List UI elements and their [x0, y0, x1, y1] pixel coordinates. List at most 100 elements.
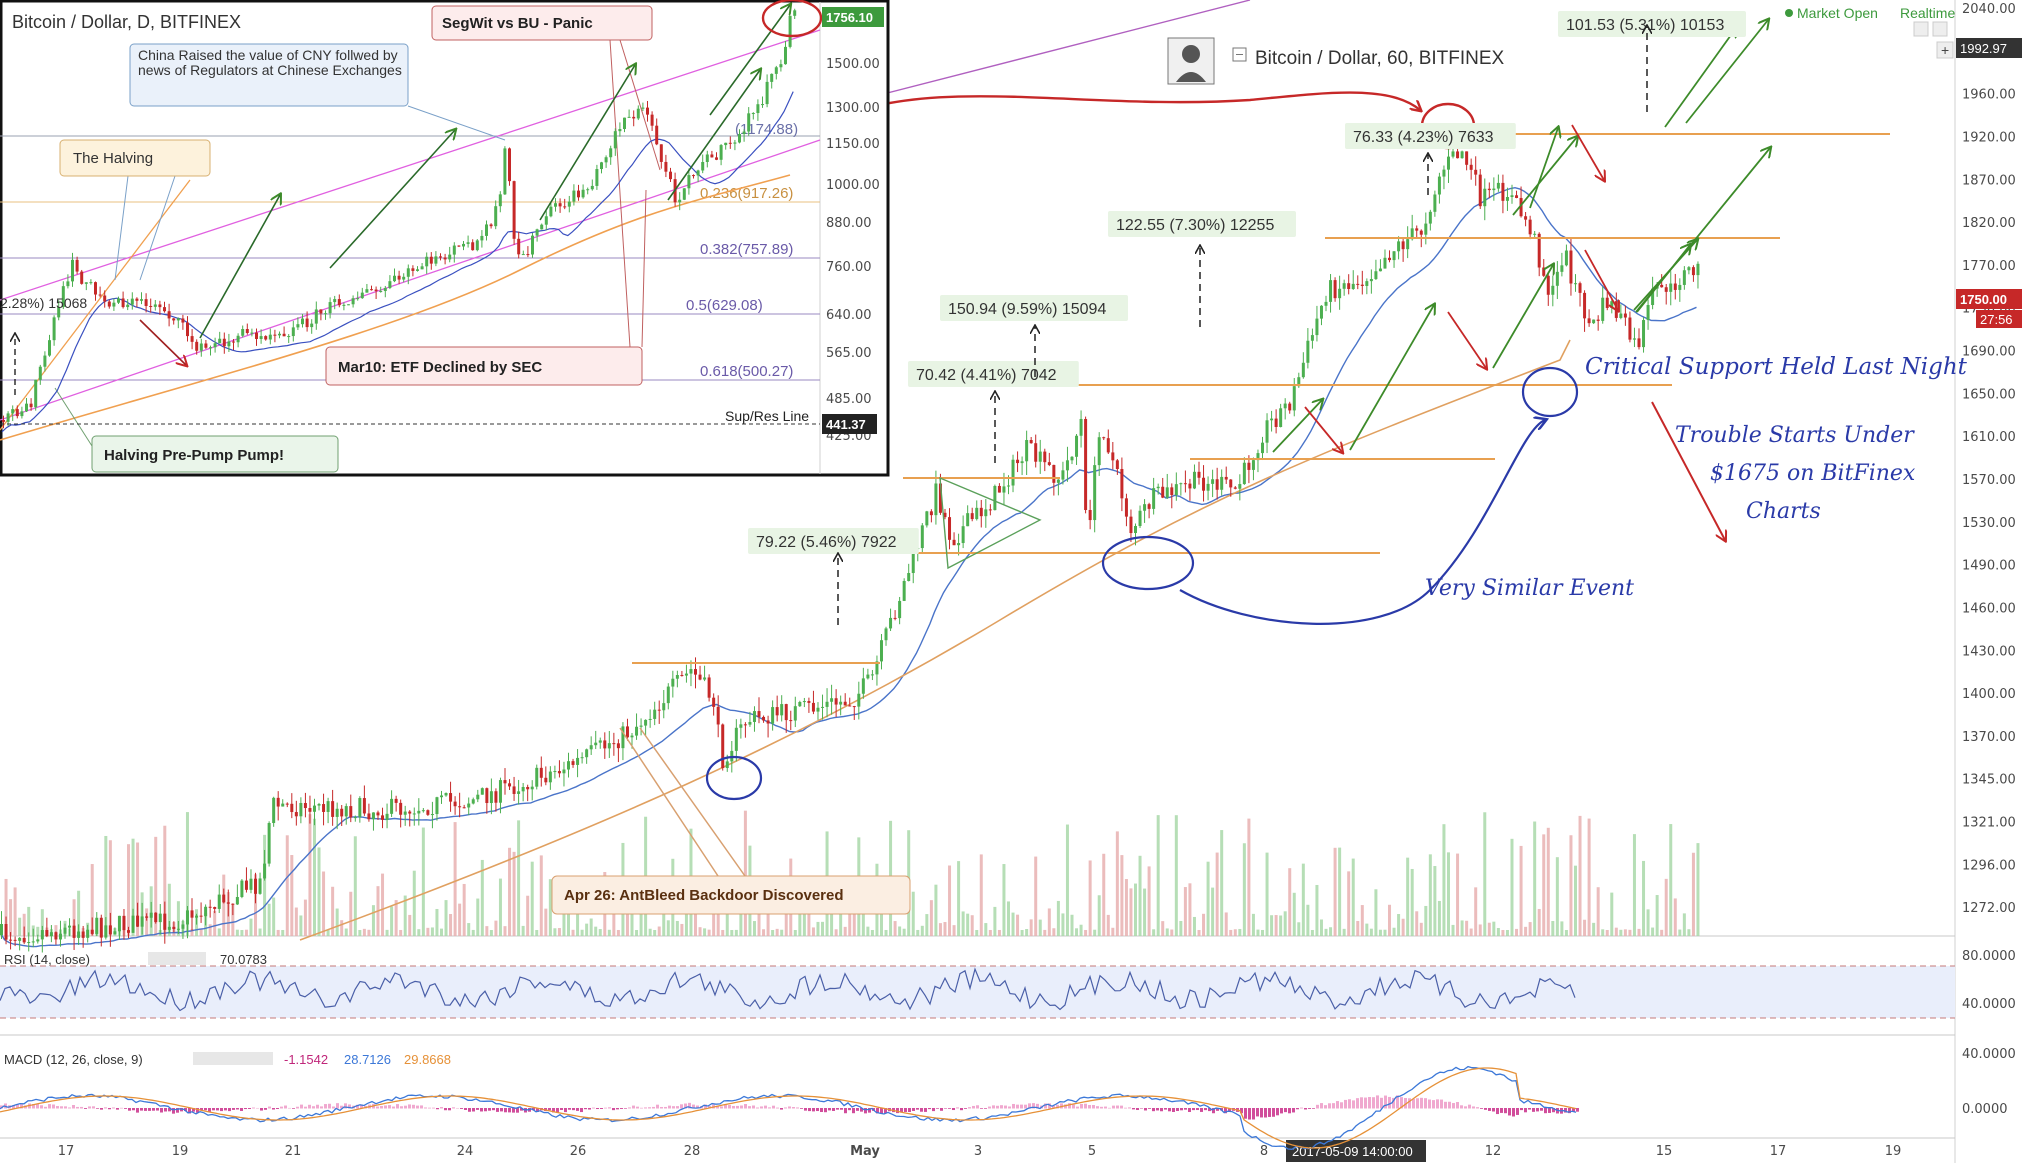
- candle-body: [716, 706, 720, 725]
- macd-hist-bar: [412, 1104, 415, 1109]
- inset-daily-chart[interactable]: 0.236(917.26) 0.382(757.89) 0.5(629.08) 0.6…: [0, 0, 890, 477]
- macd-hist-bar: [276, 1108, 279, 1109]
- volume-bar: [494, 920, 498, 936]
- candle-body: [480, 788, 484, 795]
- inset-candle-body: [126, 304, 130, 308]
- inset-candle-body: [282, 333, 286, 337]
- rsi-controls[interactable]: [148, 952, 206, 965]
- volume-bar: [1446, 852, 1450, 936]
- fib-level-label: 0.618(500.27): [700, 363, 793, 380]
- candle-body: [1329, 280, 1333, 302]
- macd-hist-bar: [1320, 1103, 1323, 1109]
- inset-candle-body: [144, 299, 148, 306]
- rsi-label: RSI (14, close): [4, 952, 90, 967]
- candle-body: [390, 798, 394, 814]
- macd-hist-bar: [12, 1105, 15, 1109]
- macd-hist-bar: [1316, 1104, 1319, 1109]
- add-indicator-button[interactable]: [1936, 41, 1954, 59]
- macd-hist-bar: [628, 1107, 631, 1109]
- macd-hist-bar: [1296, 1108, 1299, 1110]
- inset-price-tick-label: 880.00: [826, 216, 872, 231]
- antbleed-pointer: [619, 727, 719, 877]
- inset-candle-body: [268, 334, 272, 340]
- candle-body: [1152, 488, 1156, 509]
- rsi-legend[interactable]: RSI (14, close) 70.0783: [4, 952, 267, 967]
- collapse-icon[interactable]: [1232, 47, 1247, 62]
- volume-bar: [694, 897, 698, 936]
- macd-hist-bar: [1564, 1108, 1567, 1113]
- macd-hist-bar: [176, 1108, 179, 1113]
- volume-bar: [1106, 914, 1110, 936]
- candle-body: [784, 704, 788, 721]
- macd-hist-bar: [1148, 1108, 1151, 1109]
- inset-candle-body: [655, 125, 659, 145]
- candle-body: [517, 791, 521, 794]
- macd-controls[interactable]: [193, 1052, 273, 1065]
- macd-hist-bar: [796, 1107, 799, 1109]
- volume-bar: [1388, 904, 1392, 936]
- candle-body: [594, 742, 598, 746]
- candle-body: [439, 795, 443, 798]
- candle-body: [226, 902, 230, 904]
- macd-hist-bar: [324, 1104, 327, 1109]
- volume-bar: [1369, 928, 1373, 936]
- candle-body: [1093, 465, 1097, 521]
- macd-hist-bar: [256, 1107, 259, 1109]
- macd-hist-bar: [744, 1104, 747, 1109]
- segwit-callout: [431, 5, 653, 41]
- time-axis[interactable]: 171921242628May35810121517192017-05-09 1…: [58, 1140, 1902, 1162]
- volume-bar: [1161, 921, 1165, 936]
- candle-body: [1560, 265, 1564, 272]
- inset-candle-body: [236, 335, 240, 343]
- volume-bar: [1283, 911, 1287, 936]
- macd-hist-bar: [148, 1108, 151, 1111]
- countdown-tag: [1976, 310, 2022, 328]
- macd-hist-bar: [936, 1108, 939, 1109]
- inset-candle-body: [581, 189, 585, 198]
- price-axis[interactable]: 2040.002000.001960.001920.001870.001820.…: [1956, 2, 2022, 1117]
- macd-hist-bar: [1176, 1108, 1179, 1112]
- scale-button[interactable]: [1913, 21, 1929, 37]
- macd-legend[interactable]: MACD (12, 26, close, 9) -1.1542 28.7126 …: [4, 1052, 451, 1067]
- macd-hist-bar: [832, 1108, 835, 1111]
- antbleed-label: Apr 26: AntBleed Backdoor Discovered: [564, 887, 844, 904]
- volume-bar: [1270, 915, 1274, 936]
- macd-hist-bar: [1384, 1095, 1387, 1109]
- rsi-pane[interactable]: [0, 965, 1955, 1019]
- inset-candle-body: [646, 107, 649, 115]
- inset-price-tick-label: 640.00: [826, 308, 872, 323]
- volume-bar: [1496, 927, 1500, 936]
- volume-bar: [1415, 911, 1419, 936]
- candle-body: [1623, 313, 1627, 318]
- inset-candle-body: [540, 224, 544, 230]
- candle-body: [1642, 320, 1646, 348]
- candle-body: [848, 705, 852, 707]
- scale-button[interactable]: [1932, 21, 1948, 37]
- macd-hist-bar: [1192, 1108, 1195, 1111]
- green-up-arrow: [1685, 20, 1768, 124]
- volume-bar: [312, 818, 316, 936]
- macd-hist-bar: [1500, 1108, 1503, 1113]
- candle-body: [1392, 251, 1396, 261]
- macd-hist-bar: [1084, 1103, 1087, 1109]
- macd-pane[interactable]: [0, 1065, 1579, 1150]
- volume-bar: [417, 929, 421, 936]
- price-tick-label: 1920.00: [1962, 130, 2016, 145]
- critical-support-note: Critical Support Held Last Night: [1585, 354, 1968, 380]
- macd-hist-bar: [620, 1108, 623, 1109]
- measure-box: [748, 528, 919, 554]
- candle-body: [1061, 470, 1065, 480]
- triangle-pattern: [939, 476, 1042, 570]
- volume-bar: [1492, 921, 1496, 936]
- main-price-plot[interactable]: [0, 0, 1956, 1163]
- candle-body: [1111, 452, 1115, 461]
- inset-green-arrow: [539, 65, 635, 221]
- candle-body: [1356, 283, 1360, 285]
- macd-hist-bar: [480, 1108, 483, 1112]
- volume-bar: [1038, 919, 1042, 936]
- volume-bar: [1319, 919, 1323, 936]
- candle-body: [176, 928, 180, 930]
- candle-body: [1233, 487, 1237, 489]
- volume-bar: [780, 929, 784, 936]
